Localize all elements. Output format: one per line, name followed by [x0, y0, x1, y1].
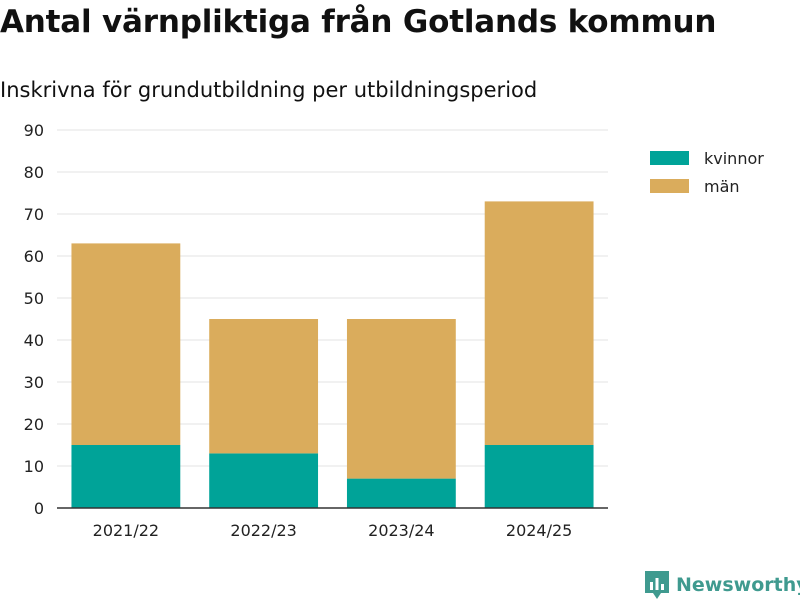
bar-kvinnor-0: [71, 445, 181, 508]
y-tick-label: 60: [24, 247, 44, 266]
x-tick-label: 2023/24: [368, 521, 434, 540]
y-tick-label: 40: [24, 331, 44, 350]
bar-kvinnor-3: [484, 445, 594, 508]
y-tick-label: 80: [24, 163, 44, 182]
y-tick-label: 70: [24, 205, 44, 224]
y-tick-label: 90: [24, 121, 44, 140]
legend-label-0: kvinnor: [704, 149, 764, 168]
legend-label-1: män: [704, 177, 740, 196]
newsworthy-brand: Newsworthy: [644, 570, 800, 600]
chart-title: Antal värnpliktiga från Gotlands kommun: [0, 4, 717, 40]
axis-layer: 0 10 20 30 40 50 60 70 80 90 2021/22 2022/23 2023/24…: [24, 121, 608, 540]
bar-layer: [71, 201, 594, 508]
bar-man-2: [346, 319, 456, 479]
y-tick-label: 10: [24, 457, 44, 476]
chart-subtitle: Inskrivna för grundutbildning per utbild…: [0, 78, 538, 102]
bar-man-0: [71, 243, 181, 445]
newsworthy-logo-icon: [645, 571, 669, 599]
bar-kvinnor-1: [209, 453, 319, 508]
x-tick-label: 2021/22: [93, 521, 159, 540]
x-tick-label: 2022/23: [230, 521, 296, 540]
legend: kvinnor män: [650, 149, 764, 196]
y-tick-label: 0: [34, 499, 44, 518]
bar-man-3: [484, 201, 594, 445]
y-tick-label: 30: [24, 373, 44, 392]
legend-swatch-0: [650, 151, 689, 165]
brand-name: Newsworthy: [676, 574, 800, 596]
bar-man-1: [209, 319, 319, 454]
bar-kvinnor-2: [346, 478, 456, 508]
legend-swatch-1: [650, 179, 689, 193]
y-tick-label: 20: [24, 415, 44, 434]
y-tick-label: 50: [24, 289, 44, 308]
x-tick-label: 2024/25: [506, 521, 572, 540]
